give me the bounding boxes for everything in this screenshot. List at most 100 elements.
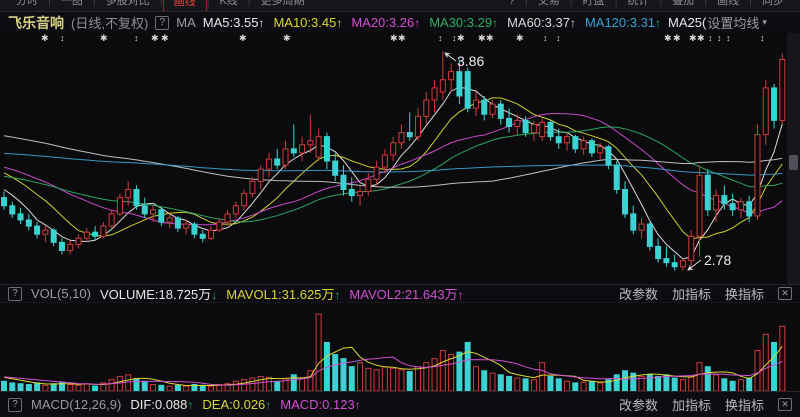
event-updown-icon[interactable]: ↕ (760, 33, 765, 43)
vol-indicator-label[interactable]: VOL(5,10) (31, 286, 91, 301)
top-menu-item[interactable]: 画线 (162, 0, 207, 11)
macd-header-links: 改参数 加指标 换指标 ✕ (619, 395, 792, 414)
menu-divider: | (159, 0, 163, 7)
menu-divider: | (206, 0, 210, 7)
event-updown-icon[interactable]: ↕ (60, 33, 65, 43)
event-updown-icon[interactable]: ↕ (708, 33, 713, 43)
stock-name: 飞乐音响 (8, 14, 64, 31)
event-updown-icon[interactable]: ↕ (726, 33, 731, 43)
event-star-icon[interactable]: ✱ (457, 33, 465, 43)
help-icon[interactable]: ? (8, 286, 22, 301)
event-star-icon[interactable]: ✱ (100, 33, 108, 43)
menu-divider: | (749, 0, 752, 7)
top-menu-item[interactable]: 同步 (762, 0, 784, 7)
main-chart-pane[interactable]: 3.86 2.78 ✱ ✱ ✱ ✱ ✱ ✱ ✱ ✱ ✱ ✱ ✱ ✱ ✱ ✱ ✱ ✱ ↕ ↕ ↕ ↕ ↕ ↕ ↕ ↕ ↕ ↕ (0, 33, 800, 284)
event-star-icon[interactable]: ✱ (478, 33, 486, 43)
ma-value: MA60:3.37↑ (507, 15, 576, 30)
side-panel-handle[interactable] (789, 155, 798, 170)
close-icon[interactable]: ✕ (778, 398, 792, 411)
ma-menu-label[interactable]: MA (176, 15, 196, 30)
event-star-icon[interactable]: ✱ (41, 33, 49, 43)
menu-divider: | (92, 0, 96, 7)
event-updown-icon[interactable]: ↕ (438, 33, 443, 43)
mavol1-value: MAVOL1:31.625万↑ (226, 287, 341, 302)
macd-indicator-label[interactable]: MACD(12,26,9) (31, 397, 122, 412)
event-updown-icon[interactable]: ↕ (452, 33, 457, 43)
event-star-icon[interactable]: ✱ (697, 33, 705, 43)
volume-header-links: 改参数 加指标 换指标 ✕ (619, 284, 792, 303)
trend-arrow-icon: ↑ (569, 16, 576, 30)
right-side-strip (787, 33, 800, 284)
event-star-icon[interactable]: ✱ (390, 33, 398, 43)
mavol1-arrow: ↑ (334, 288, 341, 302)
menu-divider: | (524, 0, 528, 7)
top-menu-item[interactable]: 更多周期 (260, 0, 305, 7)
ma-settings-button[interactable]: 设置均线 (707, 16, 760, 31)
header-link-加指标[interactable]: 加指标 (671, 398, 711, 413)
event-updown-icon[interactable]: ↕ (556, 33, 561, 43)
ma-value: MA20:3.26↑ (351, 15, 421, 30)
dif-arrow: ↑ (187, 398, 194, 412)
top-menu-item[interactable]: 统计 (627, 0, 650, 7)
event-updown-icon[interactable]: ↕ (543, 33, 548, 43)
header-link-加指标[interactable]: 加指标 (671, 287, 711, 302)
header-link-换指标[interactable]: 换指标 (724, 287, 764, 302)
top-menu-item[interactable]: 多股对比 (105, 0, 150, 7)
volume-chart[interactable] (0, 303, 800, 392)
dea-arrow: ↑ (265, 398, 272, 412)
trend-arrow-icon: ↑ (655, 16, 662, 30)
event-star-icon[interactable]: ✱ (664, 33, 672, 43)
event-star-icon[interactable]: ✱ (486, 33, 494, 43)
ma250-label: MA25( (668, 15, 707, 30)
top-menu-item[interactable]: 分时 (16, 0, 38, 7)
dif-value: DIF:0.088↑ (130, 397, 194, 412)
ma-value: MA30:3.29↑ (429, 15, 499, 30)
event-star-icon[interactable]: ✱ (689, 33, 697, 43)
trend-arrow-icon: ↑ (258, 16, 265, 30)
volume-pane[interactable] (0, 302, 800, 392)
chevron-down-icon[interactable]: ▾ (762, 17, 767, 27)
close-icon[interactable]: ✕ (778, 287, 792, 300)
header-link-改参数[interactable]: 改参数 (618, 398, 658, 413)
help-icon[interactable]: ? (155, 15, 170, 30)
chart-header: 飞乐音响 (日线,不复权) ? MA MA5:3.55↑ MA10:3.45↑ MA… (0, 12, 800, 33)
top-menu-item[interactable]: 交易 (537, 0, 560, 7)
top-menu-right: ? | 交易 | 盯盘 | 统计 | 叠加 | 画线 | 同步 (499, 0, 794, 11)
trend-arrow-icon: ↑ (492, 16, 499, 30)
event-star-icon[interactable]: ✱ (283, 33, 291, 43)
event-updown-icon[interactable]: ↕ (134, 33, 139, 43)
top-menu-item[interactable]: 画线 (717, 0, 740, 7)
macd-value: MACD:0.123↑ (280, 397, 361, 412)
ma-values: MA5:3.55↑ MA10:3.45↑ MA20:3.26↑ MA30:3.29↑ M… (203, 15, 661, 30)
trend-arrow-icon: ↑ (336, 16, 343, 30)
volume-header: ? VOL(5,10) VOLUME:18.725万↓ MAVOL1:31.62… (0, 284, 800, 302)
menu-divider: | (48, 0, 51, 7)
help-icon[interactable]: ? (8, 397, 22, 412)
top-menu-item[interactable]: 叠加 (672, 0, 695, 7)
top-menu-item[interactable]: 盯盘 (582, 0, 605, 7)
menu-divider: | (614, 0, 618, 7)
event-updown-icon[interactable]: ↕ (717, 33, 722, 43)
volume-arrow: ↓ (211, 288, 218, 302)
menu-divider: | (659, 0, 663, 7)
svg-text:2.78: 2.78 (704, 252, 731, 268)
event-star-icon[interactable]: ✱ (398, 33, 406, 43)
candlestick-chart[interactable]: 3.86 2.78 (0, 33, 800, 284)
top-menu-left: 分时 | 一图 | 多股对比 | 画线 | K线 | 更多周期 (6, 0, 315, 11)
event-star-icon[interactable]: ✱ (239, 33, 247, 43)
top-menu-item[interactable]: K线 (219, 0, 238, 7)
ma-value: MA120:3.31↑ (584, 15, 662, 30)
top-menu-item[interactable]: 一图 (60, 0, 83, 7)
event-star-icon[interactable]: ✱ (516, 33, 524, 43)
header-link-改参数[interactable]: 改参数 (618, 287, 658, 302)
header-link-换指标[interactable]: 换指标 (724, 398, 764, 413)
top-menu-item[interactable]: ? (508, 0, 515, 7)
event-star-icon[interactable]: ✱ (673, 33, 681, 43)
macd-arrow: ↑ (354, 398, 361, 412)
menu-divider: | (247, 0, 251, 7)
event-star-icon[interactable]: ✱ (161, 33, 169, 43)
svg-text:3.86: 3.86 (457, 53, 484, 69)
menu-divider: | (704, 0, 708, 7)
event-star-icon[interactable]: ✱ (151, 33, 159, 43)
